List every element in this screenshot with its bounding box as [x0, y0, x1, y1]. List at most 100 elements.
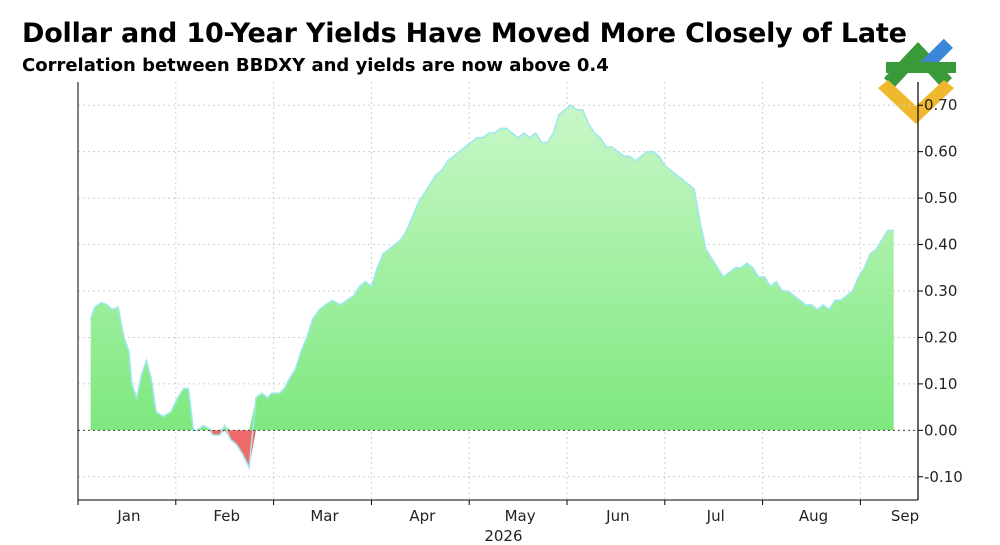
data-point [734, 267, 736, 269]
data-point [235, 443, 237, 445]
data-point [740, 267, 742, 269]
logo-green-bar [886, 62, 956, 73]
data-point [852, 290, 854, 292]
data-point [324, 304, 326, 306]
data-point [288, 378, 290, 380]
y-tick-label: 0.40 [924, 236, 957, 254]
data-point [675, 174, 678, 176]
data-point [241, 453, 243, 455]
data-point [546, 141, 549, 143]
data-point [464, 146, 466, 148]
data-point [382, 253, 384, 255]
x-tick-label: Sep [891, 507, 919, 525]
data-point [564, 109, 566, 111]
data-point [893, 230, 895, 232]
data-point [100, 302, 103, 304]
data-point [128, 350, 130, 352]
data-point [587, 123, 590, 125]
y-tick-labels: -0.10 0.00 0.10 0.20 0.30 0.40 0.50 0.60 0.70 [918, 96, 963, 486]
data-point [875, 248, 877, 250]
data-point [758, 276, 760, 278]
negative-correlation-area [90, 430, 894, 468]
data-point [658, 155, 660, 157]
data-point [177, 397, 179, 399]
data-point [388, 248, 390, 250]
data-point [283, 387, 285, 390]
data-point [822, 304, 824, 306]
x-tick-label: Feb [213, 507, 240, 525]
data-point [219, 434, 221, 436]
data-point [799, 299, 801, 301]
data-point [312, 318, 314, 320]
data-point [623, 155, 625, 157]
y-tick-label: 0.50 [924, 189, 957, 207]
data-point [523, 132, 525, 134]
data-point [840, 299, 842, 301]
data-point [711, 257, 713, 260]
data-point [605, 146, 607, 148]
x-tick-label: May [505, 507, 536, 525]
data-point [346, 299, 348, 301]
data-point [145, 360, 148, 362]
data-point [202, 425, 204, 427]
data-point [359, 285, 361, 287]
x-tick-label: Jan [116, 507, 140, 525]
data-point [435, 174, 437, 176]
y-tick-label: 0.70 [924, 96, 957, 114]
data-point [429, 183, 431, 185]
data-point [476, 137, 478, 139]
data-point [887, 230, 889, 232]
data-point [857, 276, 860, 278]
data-point [728, 271, 730, 273]
data-point [441, 169, 443, 171]
data-point [294, 369, 296, 371]
data-point [212, 434, 214, 436]
data-point [769, 285, 772, 287]
data-point [687, 183, 689, 185]
data-point [746, 262, 748, 264]
data-point [541, 141, 543, 143]
data-point [117, 306, 119, 308]
data-point [816, 309, 819, 311]
data-point [111, 309, 113, 311]
data-point [834, 299, 836, 301]
data-point [150, 378, 152, 380]
data-point [411, 216, 414, 218]
data-point [593, 132, 596, 134]
data-point [722, 276, 725, 278]
data-point [863, 267, 865, 269]
data-point [828, 309, 830, 311]
data-point [183, 387, 185, 390]
data-point [699, 220, 701, 222]
y-tick-label: 0.10 [924, 375, 957, 393]
data-point [652, 151, 654, 153]
data-point [640, 155, 642, 157]
data-point [187, 387, 190, 390]
data-point [370, 285, 372, 287]
data-point [275, 392, 277, 394]
data-point [353, 295, 355, 297]
data-point [752, 267, 754, 269]
x-tick-label: Aug [799, 507, 828, 525]
data-point [447, 160, 449, 162]
y-tick-label: 0.30 [924, 282, 957, 300]
data-point [162, 415, 164, 417]
data-point [634, 160, 637, 162]
data-point [576, 109, 578, 111]
data-point [599, 137, 601, 139]
data-point [319, 309, 321, 311]
data-point [558, 113, 560, 116]
data-point [306, 336, 308, 338]
data-point [170, 411, 172, 413]
data-point [394, 244, 396, 246]
x-tick-label: Apr [409, 507, 436, 525]
data-point [764, 276, 766, 278]
data-point [248, 466, 250, 469]
data-point [90, 318, 92, 320]
x-tick-label: Jun [605, 507, 629, 525]
data-point [255, 397, 257, 399]
data-point [300, 350, 302, 352]
data-point [376, 267, 378, 269]
x-tick-label: Jul [706, 507, 725, 525]
